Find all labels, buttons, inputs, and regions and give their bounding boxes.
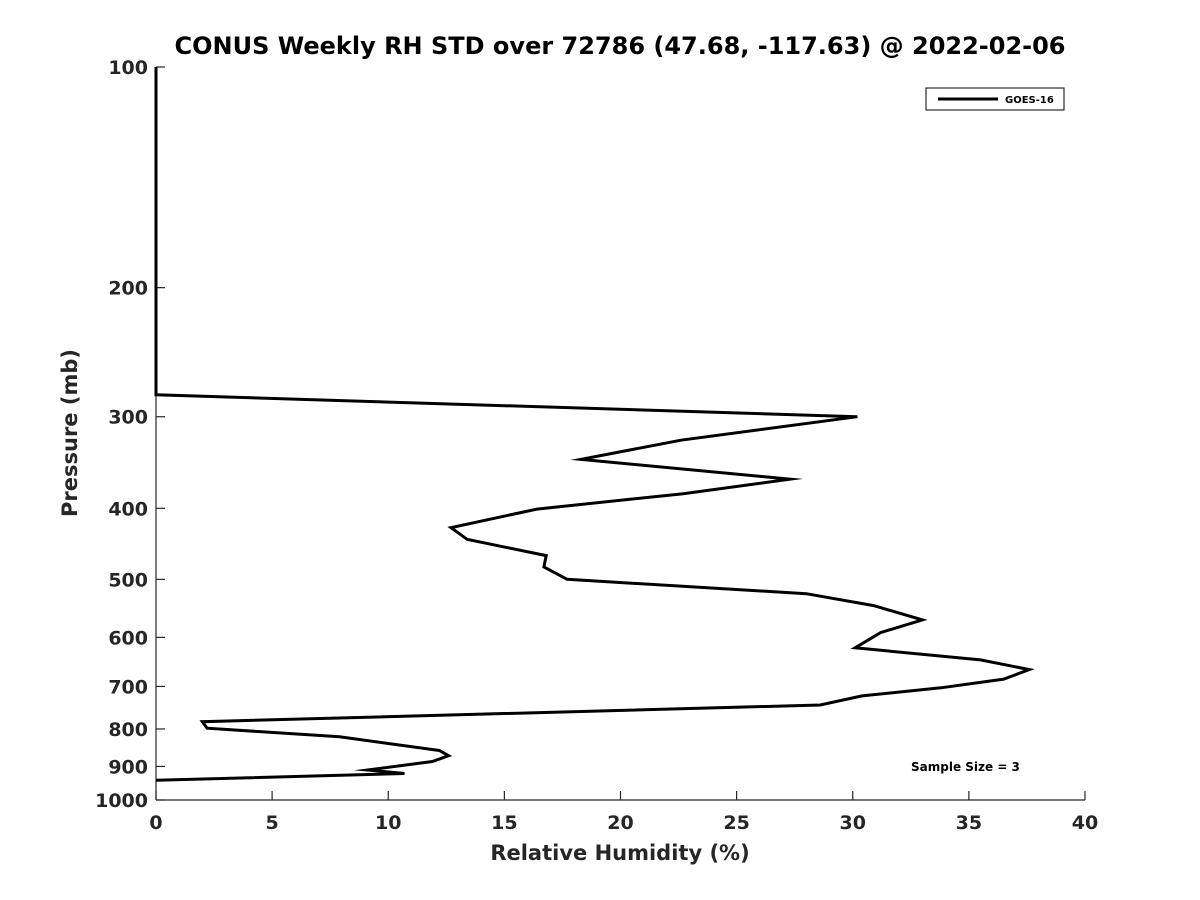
legend: GOES-16 xyxy=(925,87,1065,111)
x-tick-label: 35 xyxy=(956,812,982,834)
y-tick-label: 200 xyxy=(108,278,148,300)
y-tick-label: 600 xyxy=(108,627,148,649)
y-tick-label: 1000 xyxy=(95,790,148,812)
y-tick-label: 500 xyxy=(108,569,148,591)
legend-entry-goes-16: GOES-16 xyxy=(1005,95,1054,106)
y-tick-label: 700 xyxy=(108,676,148,698)
axes: 0 5 10 15 20 25 30 35 40 100 200 300 400 500 600 700 800… xyxy=(95,57,1098,834)
series-line-goes-16 xyxy=(154,67,1035,782)
y-tick-label: 300 xyxy=(108,407,148,429)
x-tick-label: 20 xyxy=(607,812,633,834)
series-layer xyxy=(154,67,1035,782)
x-tick-label: 40 xyxy=(1072,812,1098,834)
x-axis-label: Relative Humidity (%) xyxy=(490,841,749,865)
x-tick-label: 0 xyxy=(149,812,162,834)
y-axis-label: Pressure (mb) xyxy=(58,349,82,517)
y-tick-label: 400 xyxy=(108,498,148,520)
chart-title: CONUS Weekly RH STD over 72786 (47.68, -… xyxy=(174,32,1065,60)
x-tick-label: 25 xyxy=(723,812,749,834)
sample-size-annotation: Sample Size = 3 xyxy=(911,760,1020,774)
x-tick-label: 30 xyxy=(840,812,866,834)
y-tick-label: 100 xyxy=(108,57,148,79)
x-tick-label: 10 xyxy=(375,812,401,834)
x-tick-label: 15 xyxy=(491,812,517,834)
x-tick-label: 5 xyxy=(266,812,279,834)
y-tick-label: 900 xyxy=(108,756,148,778)
y-tick-label: 800 xyxy=(108,719,148,741)
